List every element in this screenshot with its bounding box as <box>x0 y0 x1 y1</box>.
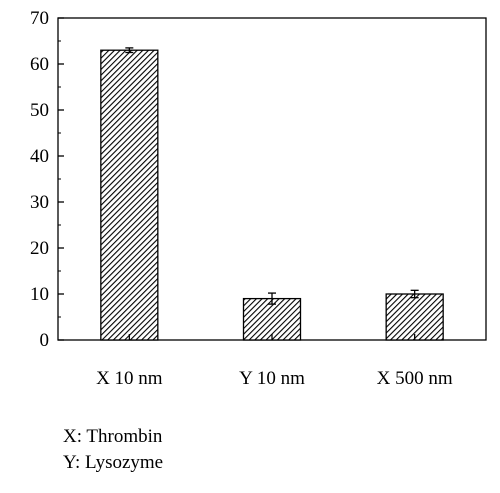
y-tick-label: 30 <box>30 192 49 213</box>
y-tick-label: 60 <box>30 54 49 75</box>
legend: X: Thrombin Y: Lysozyme <box>63 424 163 476</box>
x-tick-label: X 500 nm <box>377 368 453 389</box>
legend-y-lysozyme: Y: Lysozyme <box>63 452 164 473</box>
y-tick-label: 0 <box>40 330 50 351</box>
legend-x-thrombin: X: Thrombin <box>63 426 163 447</box>
y-tick-label: 10 <box>30 284 49 305</box>
y-tick-label: 70 <box>30 8 49 29</box>
y-tick-label: 50 <box>30 100 49 121</box>
bar <box>242 297 302 341</box>
x-axis: X 10 nm Y 10 nm X 500 nm <box>96 334 453 389</box>
x-tick-label: X 10 nm <box>96 368 163 389</box>
y-axis: 0 10 20 30 40 50 60 70 <box>30 8 64 351</box>
y-tick-label: 20 <box>30 238 49 259</box>
bar <box>100 49 159 341</box>
bars <box>100 47 444 341</box>
y-tick-label: 40 <box>30 146 49 167</box>
x-tick-label: Y 10 nm <box>239 368 305 389</box>
bar <box>385 293 444 341</box>
